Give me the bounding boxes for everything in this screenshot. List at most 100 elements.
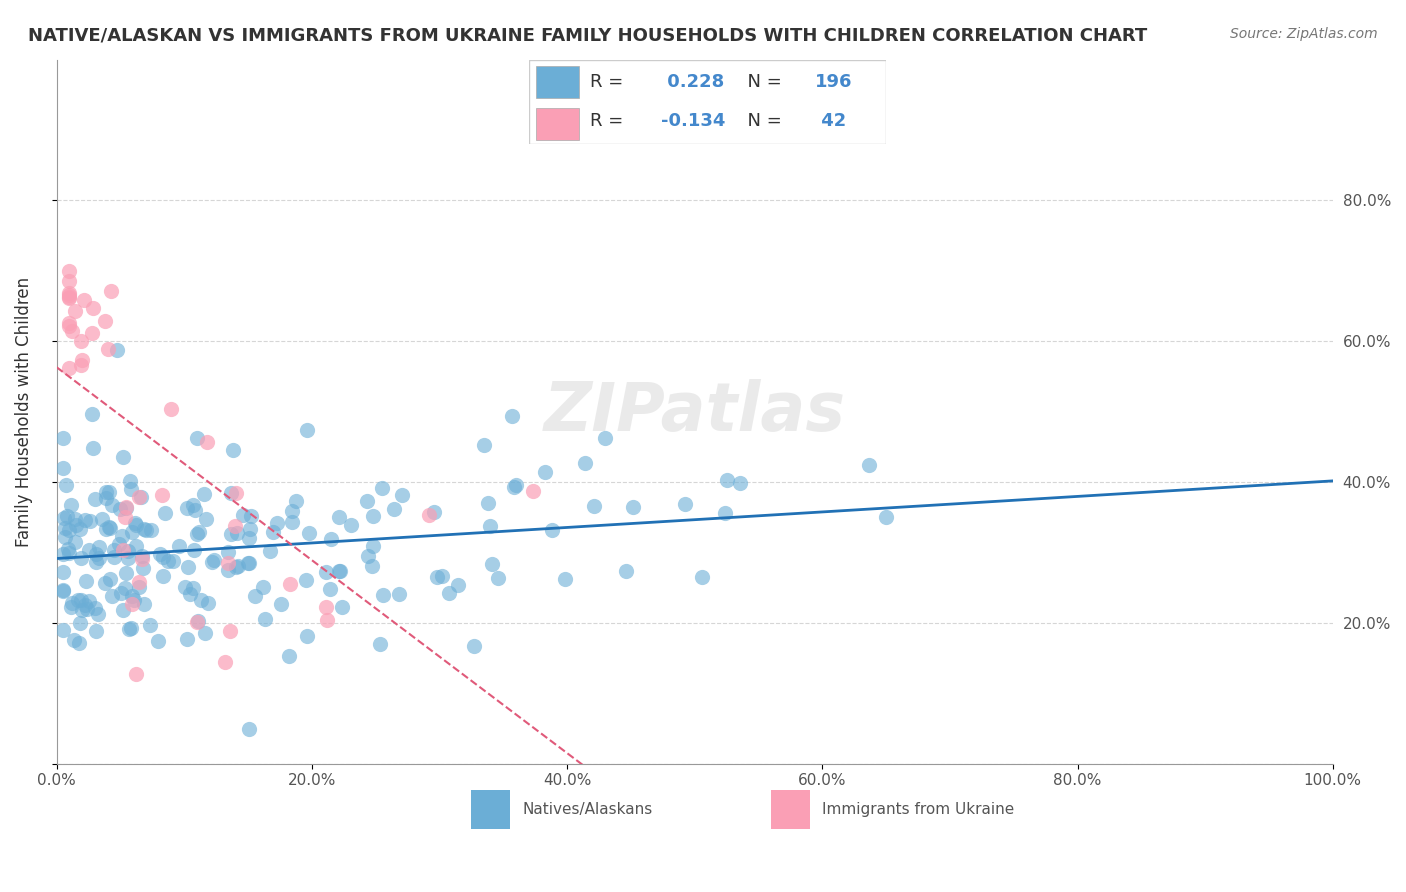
Point (97, 484, 120, 499)
Point (195, 434, 218, 449)
Point (52, 547, 75, 561)
Point (319, 532, 342, 546)
Point (94, 491, 117, 505)
Point (315, 566, 337, 580)
Point (73, 293, 96, 307)
Point (238, 531, 260, 545)
Point (533, 465, 555, 479)
Point (52, 431, 75, 445)
Point (82, 441, 104, 455)
Point (55, 530, 77, 544)
Point (202, 553, 225, 567)
Point (186, 527, 208, 541)
Point (70, 353, 93, 368)
Point (76, 602, 98, 616)
Point (91, 512, 114, 526)
Point (70, 358, 93, 372)
Point (93, 576, 115, 591)
Point (201, 555, 224, 569)
Point (58, 264, 80, 278)
Point (181, 498, 204, 512)
Point (101, 589, 124, 603)
Point (111, 529, 134, 543)
Point (115, 566, 138, 580)
Point (221, 526, 243, 541)
Point (447, 578, 470, 592)
Point (111, 542, 134, 557)
Point (295, 423, 318, 437)
Point (593, 431, 616, 445)
Point (501, 409, 523, 423)
Point (284, 494, 307, 508)
Point (328, 564, 350, 578)
Point (614, 564, 637, 578)
Point (183, 582, 205, 596)
Point (315, 613, 337, 627)
Point (217, 545, 239, 559)
Point (58, 546, 80, 560)
Point (55, 508, 77, 523)
Point (80, 326, 103, 340)
Point (65, 534, 87, 549)
Point (97, 343, 120, 357)
Point (252, 581, 274, 595)
Point (52, 624, 75, 638)
Point (439, 586, 461, 600)
Point (259, 544, 281, 558)
Point (60, 596, 83, 610)
Point (150, 488, 173, 502)
Point (120, 621, 142, 635)
Point (125, 667, 148, 681)
Point (132, 560, 155, 574)
Point (125, 539, 148, 553)
Point (391, 488, 413, 502)
Point (132, 597, 155, 611)
Point (82, 301, 104, 315)
Point (75, 574, 97, 588)
Point (194, 626, 217, 640)
Point (236, 556, 259, 570)
Point (152, 569, 174, 583)
Point (149, 547, 172, 561)
Point (503, 480, 526, 494)
Point (340, 518, 363, 533)
Point (58, 290, 80, 304)
Point (430, 569, 453, 583)
Point (58, 524, 80, 538)
Point (238, 557, 260, 571)
Text: ZIPatlas: ZIPatlas (544, 379, 845, 444)
Point (105, 343, 128, 357)
Point (278, 576, 301, 591)
Point (128, 491, 150, 505)
Point (135, 524, 157, 538)
Point (357, 549, 380, 564)
Point (111, 450, 134, 464)
Point (114, 509, 136, 524)
Point (122, 593, 145, 607)
Point (239, 509, 262, 524)
Point (195, 512, 218, 526)
Point (423, 505, 446, 519)
Point (463, 639, 485, 653)
Point (94, 314, 117, 328)
Point (70, 603, 93, 617)
Point (87, 551, 110, 566)
Point (540, 523, 562, 537)
Point (139, 524, 162, 538)
Point (58, 361, 80, 376)
Point (121, 524, 143, 539)
Point (128, 574, 150, 589)
Point (58, 285, 80, 300)
Point (319, 582, 342, 596)
Point (58, 291, 80, 305)
Point (858, 458, 880, 472)
Point (384, 502, 406, 516)
Point (361, 539, 384, 553)
Point (714, 506, 737, 520)
Point (58, 274, 80, 288)
Point (58, 288, 80, 302)
Point (84, 555, 107, 569)
Point (225, 525, 247, 540)
Point (481, 558, 503, 572)
Point (53, 521, 76, 535)
